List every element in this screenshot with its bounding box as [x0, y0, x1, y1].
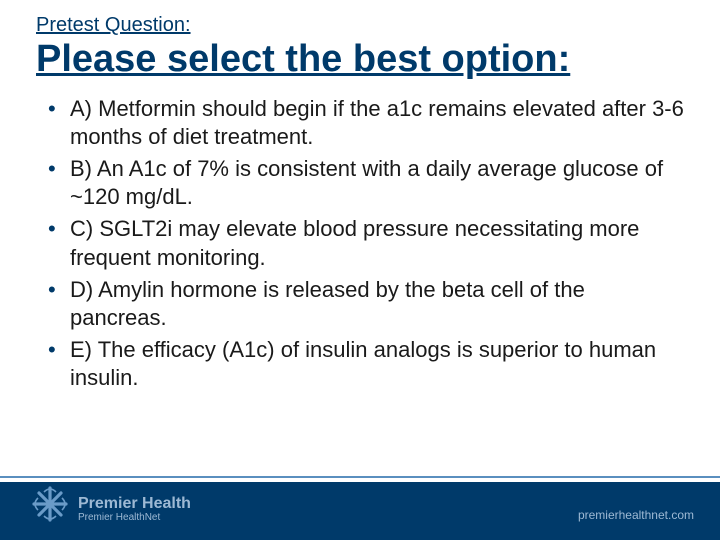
- option-text: A) Metformin should begin if the a1c rem…: [70, 96, 684, 149]
- page-title: Please select the best option:: [36, 39, 684, 81]
- brand-logo: Premier Health Premier HealthNet: [30, 472, 191, 536]
- list-item: E) The efficacy (A1c) of insulin analogs…: [48, 336, 684, 392]
- option-text: B) An A1c of 7% is consistent with a dai…: [70, 156, 663, 209]
- list-item: C) SGLT2i may elevate blood pressure nec…: [48, 215, 684, 271]
- list-item: B) An A1c of 7% is consistent with a dai…: [48, 155, 684, 211]
- list-item: D) Amylin hormone is released by the bet…: [48, 276, 684, 332]
- option-text: D) Amylin hormone is released by the bet…: [70, 277, 585, 330]
- logo-text: Premier Health Premier HealthNet: [78, 484, 191, 523]
- options-list: A) Metformin should begin if the a1c rem…: [36, 95, 684, 393]
- option-text: E) The efficacy (A1c) of insulin analogs…: [70, 337, 656, 390]
- logo-line2: Premier HealthNet: [78, 513, 191, 524]
- pretest-label: Pretest Question:: [36, 14, 684, 37]
- footer: Premier Health Premier HealthNet premier…: [0, 476, 720, 540]
- logo-mark-icon: [30, 484, 70, 524]
- slide-content: Pretest Question: Please select the best…: [0, 0, 720, 392]
- footer-url: premierhealthnet.com: [578, 508, 694, 522]
- logo-line1: Premier Health: [78, 496, 191, 513]
- list-item: A) Metformin should begin if the a1c rem…: [48, 95, 684, 151]
- option-text: C) SGLT2i may elevate blood pressure nec…: [70, 216, 639, 269]
